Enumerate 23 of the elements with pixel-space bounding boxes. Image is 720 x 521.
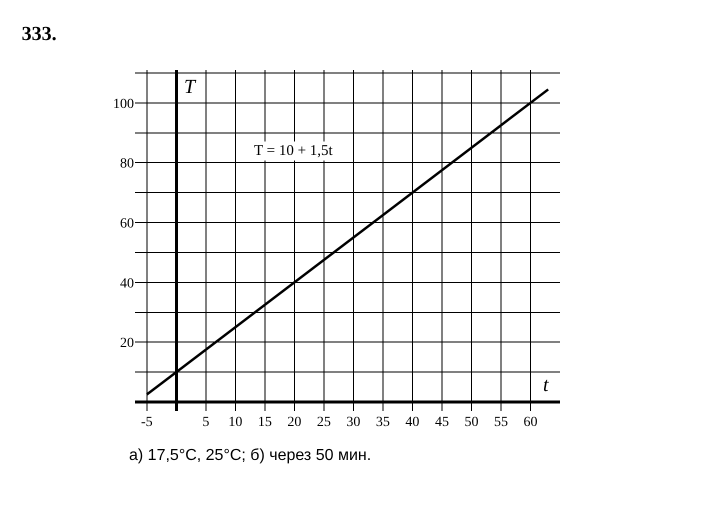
x-tick-label: 45: [434, 415, 449, 430]
y-tick-label: 40: [120, 276, 134, 292]
text: T = 10 + 1,5t: [254, 143, 334, 159]
x-tick-label: 10: [228, 415, 242, 430]
x-tick-label: 25: [316, 415, 331, 430]
x-tick-label: 55: [494, 415, 508, 430]
x-tick-label: 50: [464, 415, 478, 430]
y-tick-label: 80: [120, 156, 134, 172]
y-tick-label: 60: [120, 216, 134, 232]
x-tick-label: 20: [287, 415, 302, 430]
text: а) 17,5°C, 25°C; б) через 50 мин.: [129, 447, 372, 464]
x-tick-label: 15: [258, 415, 272, 430]
x-tick-label: 60: [523, 415, 538, 430]
x-tick-label: 40: [405, 415, 420, 430]
y-axis-title: T: [184, 76, 197, 98]
x-tick-label: 5: [202, 415, 210, 430]
x-tick-label: 35: [376, 415, 390, 430]
x-axis-title: t: [543, 374, 549, 396]
x-tick-label: -5: [140, 415, 153, 430]
y-tick-label: 20: [120, 336, 134, 352]
y-tick-label: 100: [113, 96, 134, 112]
x-tick-label: 30: [346, 415, 360, 430]
chart-title: 333.: [22, 23, 57, 46]
